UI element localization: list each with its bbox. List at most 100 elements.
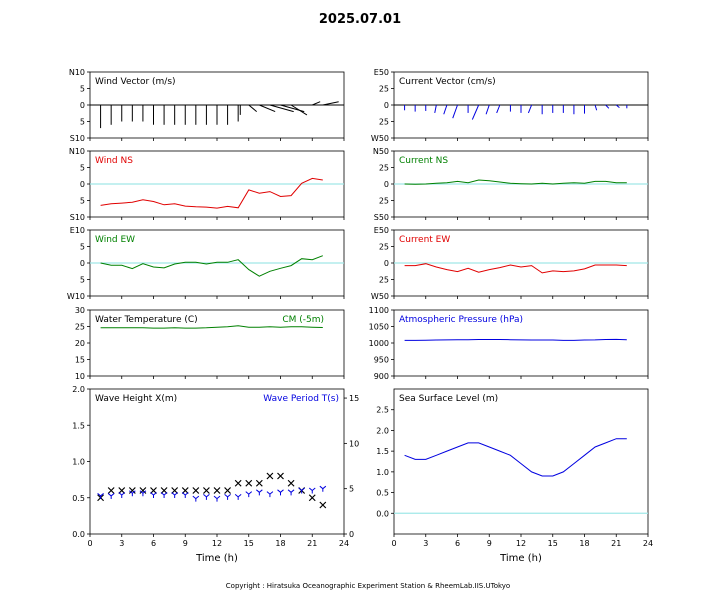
wave-period-title: Wave Period T(s) — [263, 394, 339, 404]
sea-surface-level-y-tick-label: 0.5 — [376, 489, 389, 498]
atmospheric-pressure-panel: 1100 1050 1000 950 900 Atmospheric Pressure (… — [369, 306, 649, 381]
wave-period-marker — [139, 490, 147, 497]
x-axis-label-left: Time (h) — [195, 553, 238, 564]
current-vector-vector — [594, 104, 598, 111]
wind-ns-panel: N10 5 0 5 S10 Wind NS — [69, 147, 345, 222]
wind-vector-vector — [312, 101, 321, 106]
current-ew-title: Current EW — [399, 235, 450, 245]
current-vector-panel: E50 25 0 25 W50 Current Vector (cm/s) — [371, 68, 649, 143]
wind-ew-panel: E10 5 0 5 W10 Wind EW — [67, 226, 345, 301]
sea-surface-level-y-tick-label: 2.0 — [376, 426, 389, 435]
wind-vector-vector — [269, 104, 294, 113]
wind-ew-series-line — [100, 255, 323, 277]
sea-surface-level-x-tick-label: 3 — [423, 539, 428, 548]
current-vector-title: Current Vector (cm/s) — [399, 77, 496, 87]
current-vector-vector — [527, 104, 533, 114]
sea-surface-level-title: Sea Surface Level (m) — [399, 394, 498, 404]
wind-vector-vector — [259, 104, 276, 113]
wave-height-marker — [171, 487, 179, 494]
wave-x-tick-label: 24 — [339, 539, 349, 548]
current-vector-vector — [471, 104, 480, 120]
wave-period-marker — [266, 491, 274, 498]
wind-vector-panel: N10 5 0 5 S10 Wind Vector (m/s) — [69, 68, 345, 143]
current-ew-y-tick-label: 25 — [379, 276, 389, 285]
wave-x-tick-label: 15 — [244, 539, 254, 548]
wave-height-marker — [128, 487, 136, 494]
wind-ew-title: Wind EW — [95, 235, 135, 245]
wind-vector-y-tick-label: N10 — [69, 68, 85, 77]
current-vector-vector — [496, 104, 501, 114]
wind-ns-series-line — [100, 177, 323, 209]
wave-height-marker — [192, 487, 200, 494]
wind-vector-title: Wind Vector (m/s) — [95, 77, 176, 87]
wave-y-tick-label: 2.0 — [72, 385, 85, 394]
current-vector-y-tick-label: 25 — [379, 85, 389, 94]
sea-surface-level-y-tick-label: 1.5 — [376, 447, 389, 456]
wave-height-marker — [150, 487, 157, 494]
water-temperature-y-tick-label: 20 — [75, 339, 85, 348]
sea-surface-level-x-tick-label: 12 — [516, 539, 526, 548]
wave-x-tick-label: 6 — [151, 539, 156, 548]
wave-height-marker — [287, 479, 295, 487]
wave-height-marker — [234, 479, 242, 487]
current-ns-y-tick-label: S50 — [374, 213, 389, 222]
wave-period-tick-label: 0 — [349, 530, 354, 539]
wind-ew-y-tick-label: 0 — [80, 259, 85, 268]
wave-period-marker — [118, 492, 126, 499]
wave-height-marker — [202, 487, 210, 494]
current-vector-vector — [434, 104, 437, 114]
wave-period-marker — [107, 493, 115, 499]
atmospheric-pressure-y-tick-label: 1050 — [369, 323, 389, 332]
sea-surface-level-y-tick-label: 1.0 — [376, 468, 389, 477]
water-temperature-y-tick-label: 15 — [75, 356, 85, 365]
wave-height-marker — [224, 487, 232, 494]
current-ew-y-tick-label: 0 — [384, 259, 389, 268]
wave-height-marker — [266, 472, 274, 480]
wind-ns-y-tick-label: 0 — [80, 180, 85, 189]
current-ew-series-line — [404, 263, 627, 274]
water-temperature-y-tick-label: 25 — [75, 323, 85, 332]
wind-ns-y-tick-label: 5 — [80, 164, 85, 173]
current-ew-panel: E50 25 0 25 W50 Current EW — [371, 226, 649, 301]
sea-surface-level-x-tick-label: 6 — [455, 539, 460, 548]
wave-period-marker — [160, 492, 168, 499]
wave-frame — [89, 388, 345, 535]
wind-vector-vector — [322, 101, 339, 106]
wave-x-tick-label: 18 — [275, 539, 285, 548]
wave-period-tick-label: 5 — [349, 485, 354, 494]
current-ew-y-tick-label: W50 — [371, 292, 389, 301]
current-vector-y-tick-label: E50 — [374, 68, 389, 77]
wind-ns-y-tick-label: 5 — [80, 197, 85, 206]
sea-surface-level-x-tick-label: 24 — [643, 539, 653, 548]
current-ns-y-tick-label: 25 — [379, 164, 389, 173]
wave-period-tick-label: 15 — [349, 394, 359, 403]
current-ns-panel: N50 25 0 25 S50 Current NS — [373, 147, 649, 222]
wind-ns-title: Wind NS — [95, 156, 133, 166]
sea-surface-level-y-tick-label: 2.5 — [376, 406, 389, 415]
current-ns-y-tick-label: 0 — [384, 180, 389, 189]
atmospheric-pressure-y-tick-label: 900 — [374, 372, 389, 381]
wave-period-marker — [224, 493, 231, 500]
wave-title: Wave Height X(m) — [95, 394, 177, 404]
water-temperature-y-tick-label: 10 — [75, 372, 85, 381]
wind-ns-y-tick-label: N10 — [69, 147, 85, 156]
water-temperature-panel: 30 25 20 15 10 Water Temperature (C) CM (-5m) — [75, 306, 345, 381]
current-vector-y-tick-label: 25 — [379, 118, 389, 127]
atmospheric-pressure-y-tick-label: 1000 — [369, 339, 389, 348]
current-vector-vector — [443, 104, 448, 115]
wind-ew-y-tick-label: W10 — [67, 292, 85, 301]
atmospheric-pressure-title: Atmospheric Pressure (hPa) — [399, 315, 523, 325]
wave-period-marker — [181, 492, 189, 499]
wave-height-marker — [245, 479, 253, 487]
sea-surface-level-x-tick-label: 18 — [579, 539, 589, 548]
wave-period-marker — [213, 495, 221, 502]
wave-height-marker — [255, 479, 263, 487]
wave-height-marker — [308, 494, 316, 502]
wave-height-marker — [277, 472, 284, 480]
wave-x-tick-label: 3 — [119, 539, 124, 548]
wave-period-marker — [256, 489, 263, 496]
wave-period-marker — [298, 487, 305, 494]
wave-period-marker — [287, 489, 295, 496]
wind-vector-y-tick-label: 0 — [80, 101, 85, 110]
wind-vector-vector — [290, 104, 308, 116]
